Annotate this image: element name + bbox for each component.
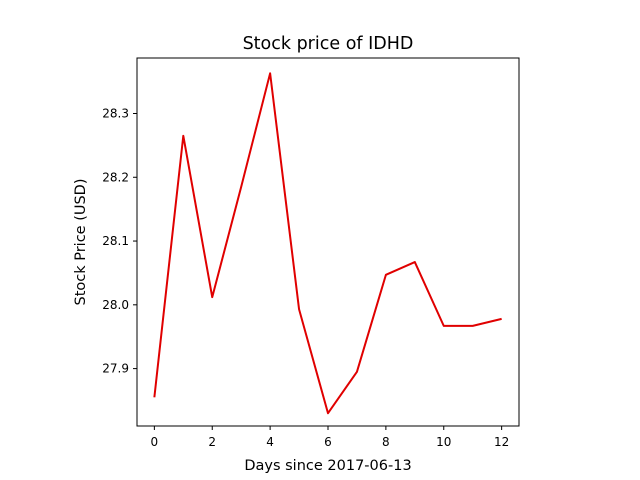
y-tick-label: 28.1 xyxy=(102,234,129,248)
x-tick-label: 8 xyxy=(382,435,390,449)
x-tick-label: 10 xyxy=(436,435,451,449)
x-tick-label: 4 xyxy=(266,435,274,449)
x-axis: 0 2 4 6 8 10 12 xyxy=(151,426,509,449)
x-tick-label: 2 xyxy=(208,435,216,449)
series-line-0 xyxy=(153,72,502,415)
x-axis-label: Days since 2017-06-13 xyxy=(244,458,411,474)
y-tick-label: 28.2 xyxy=(102,170,129,184)
y-axis-label: Stock Price (USD) xyxy=(73,178,89,305)
x-tick-label: 12 xyxy=(494,435,509,449)
y-tick-label: 28.0 xyxy=(102,298,129,312)
x-tick-label: 0 xyxy=(151,435,159,449)
y-tick-label: 28.3 xyxy=(102,106,129,120)
x-tick-label: 6 xyxy=(324,435,332,449)
chart-title: Stock price of IDHD xyxy=(243,34,414,54)
y-tick-label: 27.9 xyxy=(102,362,129,376)
y-axis: 27.9 28.0 28.1 28.2 28.3 xyxy=(102,106,137,376)
plot-area xyxy=(153,72,502,415)
